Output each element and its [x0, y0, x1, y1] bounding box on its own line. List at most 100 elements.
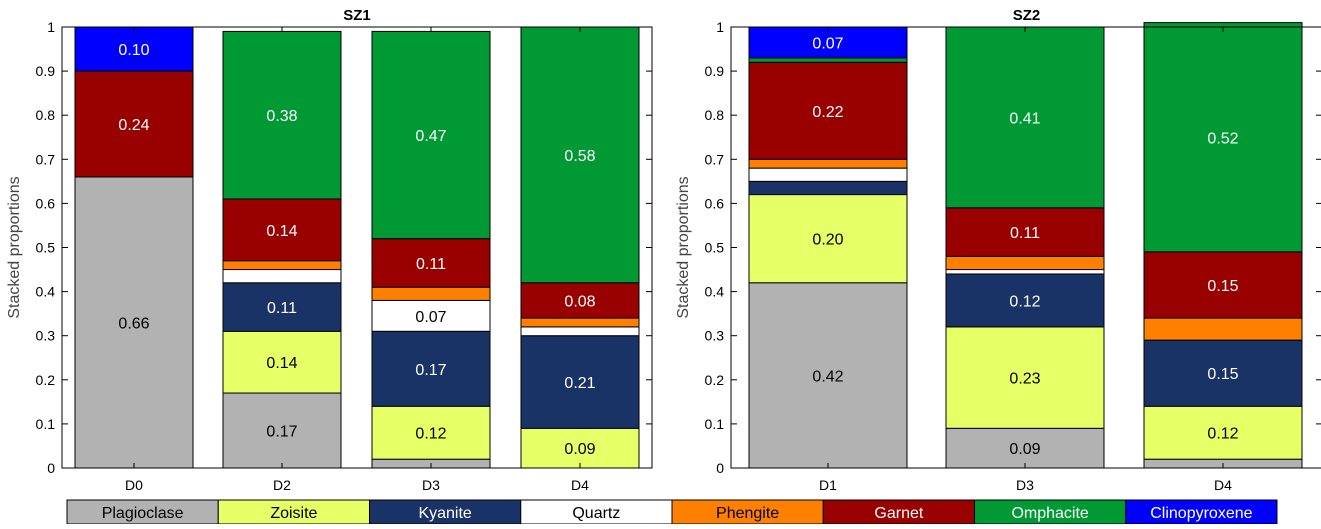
bar-segment-garnet-d2 [222, 198, 342, 262]
data-label: 0.47 [415, 128, 446, 145]
x-tick-label: D2 [273, 477, 291, 493]
y-tick-label: 0.2 [705, 372, 725, 388]
legend-label-quartz: Quartz [572, 505, 620, 522]
data-label: 0.07 [812, 35, 843, 52]
data-label: 0.58 [564, 148, 595, 165]
data-label: 0.11 [1010, 225, 1040, 242]
y-tick-label: 0.8 [705, 107, 725, 123]
bar-segment-clinopyroxene-d1 [748, 26, 908, 59]
y-tick-label: 0.7 [36, 151, 56, 167]
y-tick-label: 1 [47, 19, 55, 35]
chart-title: SZ1 [343, 7, 371, 24]
data-label: 0.07 [415, 309, 446, 326]
bar-segment-plagioclase-d0 [74, 176, 194, 469]
bar-segment-quartz-d4 [520, 326, 640, 337]
x-tick-label: D3 [1016, 477, 1034, 493]
legend: Plagioclase Zoisite Kyanite Quartz Phengite G… [66, 499, 1278, 525]
data-label: 0.38 [266, 108, 297, 125]
legend-swatch-kyanite [369, 499, 522, 525]
data-label: 0.20 [812, 232, 843, 249]
bar-segment-omphacite-d3 [945, 26, 1105, 209]
bar-segment-phengite-d1 [748, 158, 908, 169]
legend-label-plagioclase: Plagioclase [102, 505, 184, 522]
data-label: 0.11 [416, 256, 446, 273]
data-label: 0.42 [812, 368, 843, 385]
chart-panel-sz2: 0.420.200.220.07D10.090.230.120.110.41D3… [675, 7, 1321, 493]
legend-swatch-omphacite [974, 499, 1127, 525]
x-tick-label: D3 [422, 477, 440, 493]
bar-segment-quartz-d3 [371, 299, 491, 332]
y-tick-label: 0.4 [705, 284, 725, 300]
data-label: 0.14 [266, 355, 297, 372]
data-label: 0.17 [415, 362, 446, 379]
legend-label-zoisite: Zoisite [270, 505, 317, 522]
bar-segment-omphacite-d4 [1143, 22, 1303, 253]
y-tick-label: 0.1 [36, 416, 56, 432]
data-label: 0.08 [564, 293, 595, 310]
data-label: 0.52 [1207, 130, 1238, 147]
x-tick-label: D0 [125, 477, 143, 493]
y-tick-label: 0.8 [36, 107, 56, 123]
bar-segment-phengite-d4 [1143, 317, 1303, 341]
y-tick-label: 0.9 [36, 63, 56, 79]
y-axis-label: Stacked proportions [6, 176, 23, 318]
bar-segment-quartz-d3 [945, 269, 1105, 275]
y-tick-label: 0.4 [36, 284, 56, 300]
data-label: 0.11 [267, 300, 297, 317]
bar-segment-garnet-d1 [748, 61, 908, 160]
bar-segment-omphacite-d3 [371, 30, 491, 240]
y-tick-label: 0 [47, 460, 55, 476]
data-label: 0.12 [1207, 426, 1238, 443]
data-label: 0.21 [564, 375, 595, 392]
y-tick-label: 0.5 [36, 240, 56, 256]
bar-segment-zoisite-d3 [945, 326, 1105, 429]
y-tick-label: 0.7 [705, 151, 725, 167]
data-label: 0.10 [118, 42, 149, 59]
y-tick-label: 0.3 [36, 328, 56, 344]
data-label: 0.22 [812, 104, 843, 121]
y-tick-label: 0.6 [36, 195, 56, 211]
data-label: 0.15 [1207, 278, 1238, 295]
bar-segment-kyanite-d4 [520, 335, 640, 429]
bar-segment-garnet-d4 [520, 282, 640, 319]
data-label: 0.17 [266, 424, 297, 441]
bar-segment-phengite-d2 [222, 260, 342, 271]
chart-panel-sz1: 0.660.240.10D00.170.140.110.140.38D20.12… [6, 7, 653, 493]
data-label: 0.12 [1009, 293, 1040, 310]
bar-segment-plagioclase-d3 [945, 427, 1105, 469]
bar-segment-quartz-d2 [222, 269, 342, 284]
bar-segment-phengite-d4 [520, 317, 640, 328]
legend-swatch-clinopyroxene [1125, 499, 1278, 525]
chart-title: SZ2 [1013, 7, 1041, 24]
bar-segment-clinopyroxene-d0 [74, 26, 194, 72]
bar-segment-quartz-d1 [748, 167, 908, 182]
bar-segment-garnet-d3 [945, 207, 1105, 257]
bar-segment-plagioclase-d1 [748, 282, 908, 469]
bar-segment-zoisite-d1 [748, 194, 908, 284]
legend-label-phengite: Phengite [716, 505, 779, 522]
legend-swatch-garnet [822, 499, 975, 525]
y-tick-label: 0.6 [705, 195, 725, 211]
bar-segment-omphacite-d4 [520, 26, 640, 284]
data-label: 0.14 [266, 223, 297, 240]
data-label: 0.23 [1009, 371, 1040, 388]
bar-segment-zoisite-d4 [1143, 405, 1303, 460]
bar-segment-kyanite-d4 [1143, 339, 1303, 407]
data-label: 0.09 [1009, 441, 1040, 458]
y-tick-label: 0.1 [705, 416, 725, 432]
bar-segment-kyanite-d3 [945, 273, 1105, 328]
y-axis-label: Stacked proportions [675, 176, 692, 318]
data-label: 0.66 [118, 315, 149, 332]
bar-segment-phengite-d3 [945, 255, 1105, 271]
y-tick-label: 1 [716, 19, 724, 35]
data-label: 0.24 [118, 117, 149, 134]
legend-label-clinopyroxene: Clinopyroxene [1150, 505, 1252, 522]
legend-label-kyanite: Kyanite [418, 505, 471, 522]
y-tick-label: 0.3 [705, 328, 725, 344]
bar-segment-omphacite-d2 [222, 30, 342, 200]
y-tick-label: 0.9 [705, 63, 725, 79]
bar-segment-kyanite-d1 [748, 180, 908, 196]
bar-segment-omphacite-d1 [748, 57, 908, 63]
